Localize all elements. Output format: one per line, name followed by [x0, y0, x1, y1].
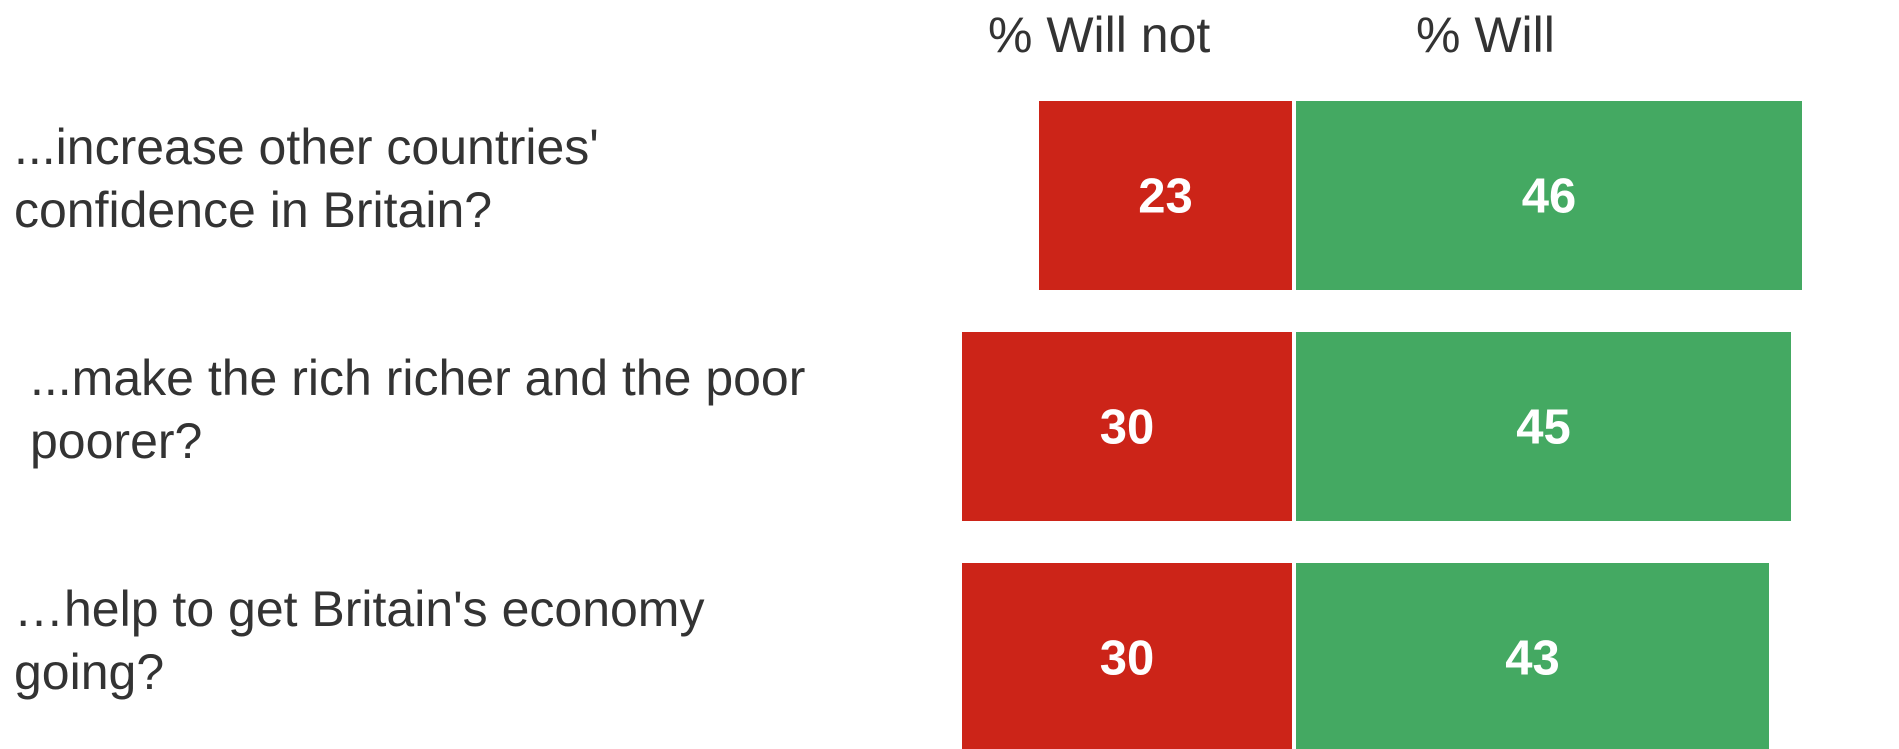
- question-labels: ...increase other countries' confidence i…: [14, 119, 805, 700]
- bar-will: [1296, 332, 1791, 521]
- question-label-line: ...increase other countries': [14, 119, 599, 175]
- value-labels: 23 46 30 45 30 43: [1100, 170, 1577, 686]
- value-label-will: 43: [1505, 632, 1560, 686]
- column-headers: % Will not % Will: [988, 7, 1555, 63]
- question-label-line: ...make the rich richer and the poor: [30, 350, 805, 406]
- value-label-will-not: 23: [1138, 170, 1193, 224]
- bar-group: [962, 101, 1802, 749]
- bar-will: [1296, 563, 1769, 749]
- value-label-will: 45: [1516, 401, 1571, 455]
- question-label-line: poorer?: [30, 413, 202, 469]
- question-label: ...increase other countries' confidence i…: [14, 119, 599, 238]
- header-will: % Will: [1416, 7, 1555, 63]
- bar-will-not: [962, 563, 1292, 749]
- value-label-will-not: 30: [1100, 401, 1155, 455]
- bar-will: [1296, 101, 1802, 290]
- value-label-will: 46: [1522, 170, 1577, 224]
- value-label-will-not: 30: [1100, 632, 1155, 686]
- question-label-line: confidence in Britain?: [14, 182, 492, 238]
- question-label: ...make the rich richer and the poor poor…: [30, 350, 805, 469]
- header-will-not: % Will not: [988, 7, 1210, 63]
- question-label: …help to get Britain's economy going?: [14, 581, 704, 700]
- question-label-line: …help to get Britain's economy: [14, 581, 704, 637]
- bar-will-not: [1039, 101, 1292, 290]
- bar-will-not: [962, 332, 1292, 521]
- question-label-line: going?: [14, 644, 164, 700]
